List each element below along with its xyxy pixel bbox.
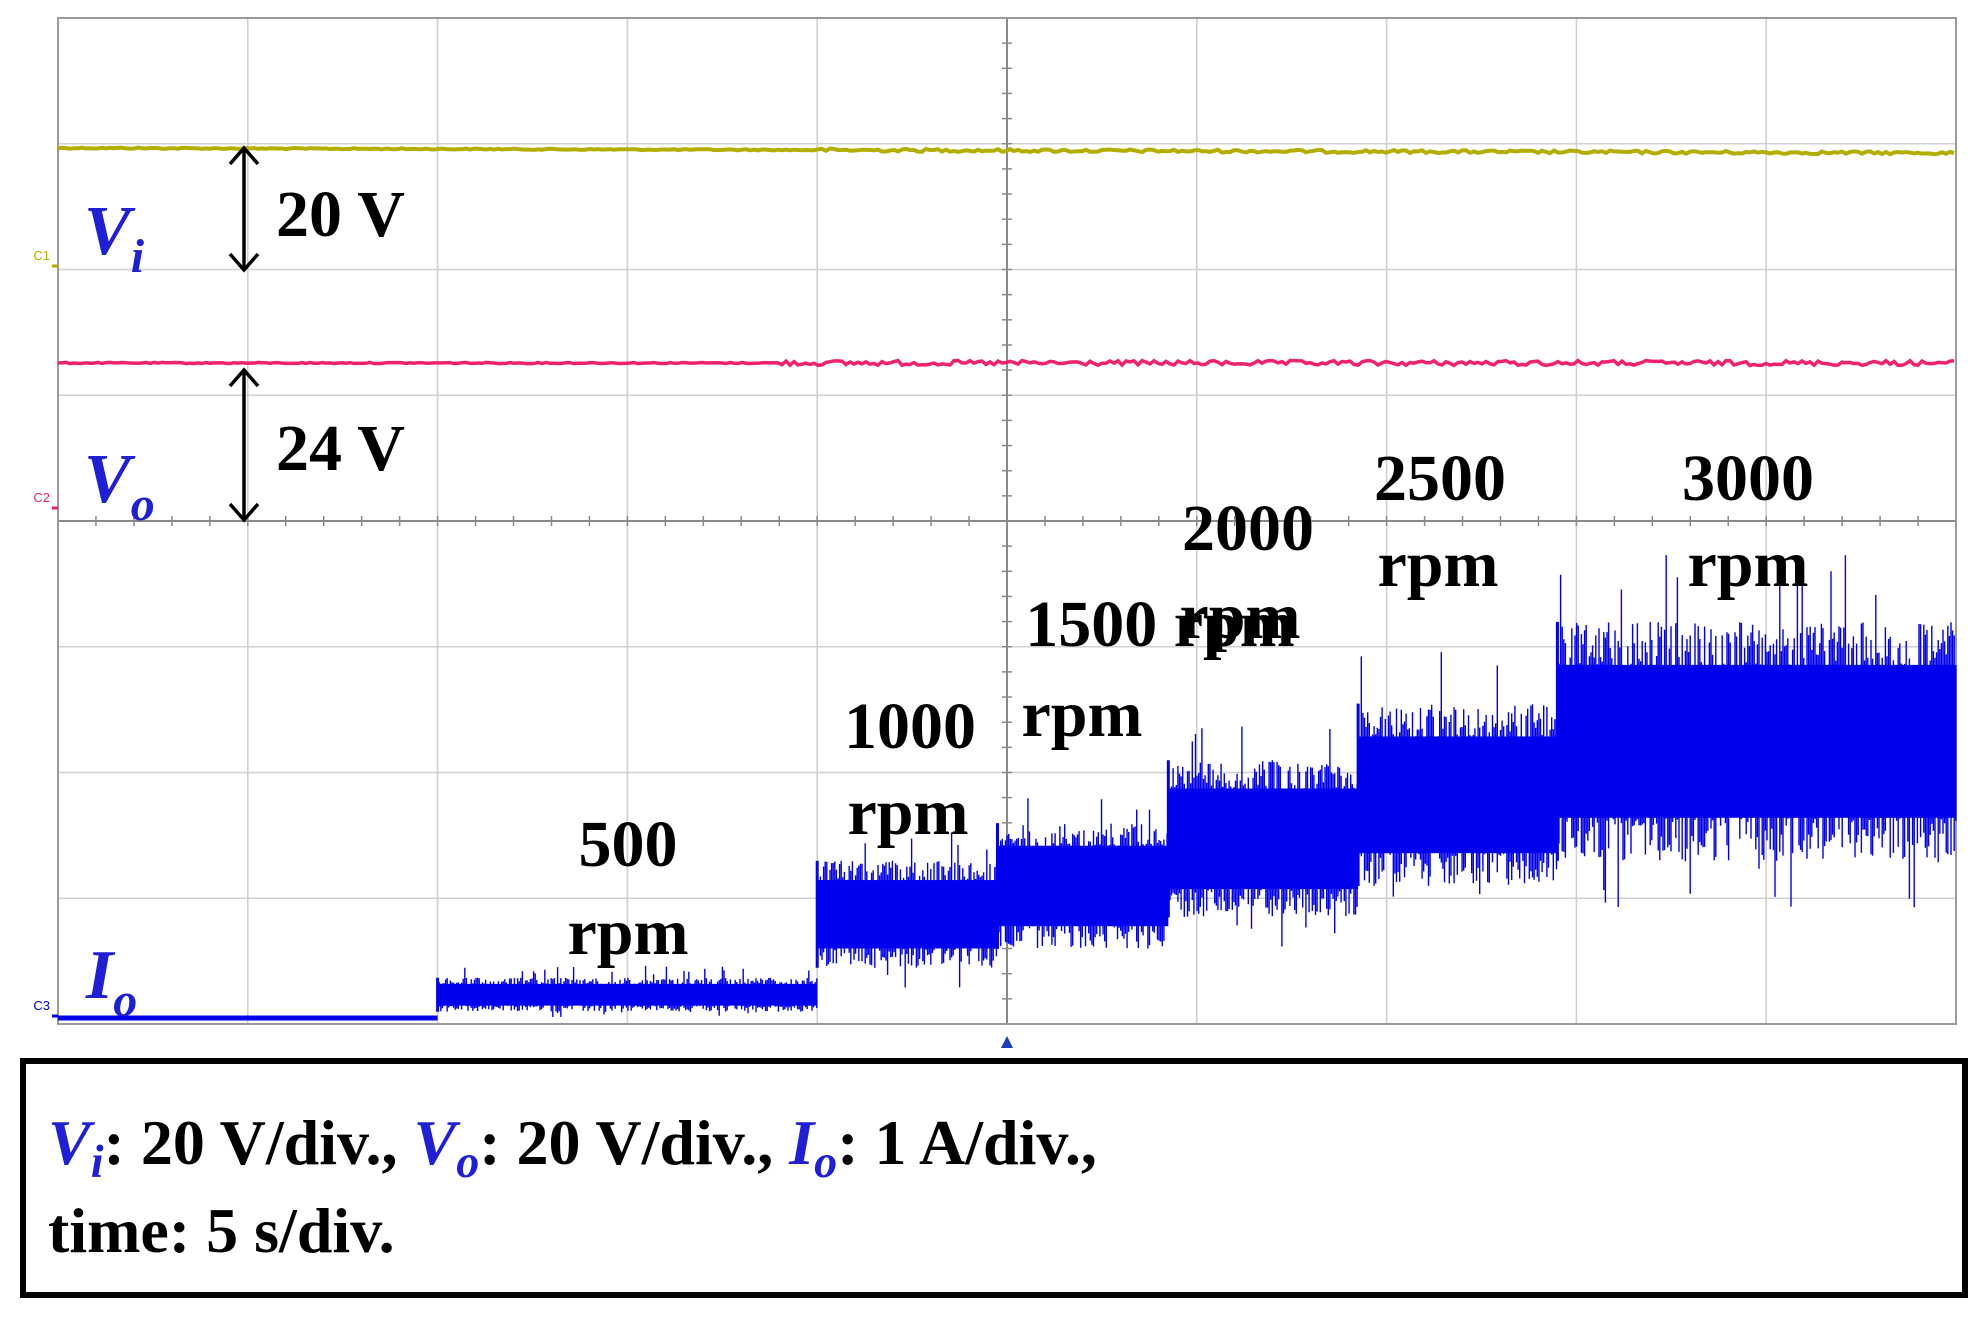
io-channel-label: Io: [85, 937, 137, 1027]
speed-label: rpm: [1022, 678, 1143, 751]
speed-label: rpm: [1688, 528, 1809, 601]
caption-vo-scale: 20 V/div.,: [516, 1107, 774, 1178]
io-channel-label-symbol: I: [85, 937, 116, 1014]
speed-label: 1000: [844, 690, 976, 763]
vi-channel-label: Vi: [84, 193, 145, 283]
vo-trace: [57, 358, 1955, 368]
speed-label: 500: [579, 808, 678, 881]
caption-line-2: time: 5 s/div.: [48, 1194, 395, 1268]
vi-amplitude-arrow-head-up: [228, 145, 260, 166]
trigger-marker: [1001, 1036, 1013, 1048]
speed-label: rpm: [1180, 580, 1301, 653]
caption-time-scale: 5 s/div.: [206, 1195, 395, 1266]
vo-channel-label-symbol: V: [84, 441, 136, 518]
speed-label: rpm: [848, 776, 969, 849]
vi-channel-label-subscript: i: [131, 230, 145, 283]
scale-caption-box: Vi: 20 V/div., Vo: 20 V/div., Io: 1 A/di…: [20, 1058, 1968, 1298]
vi-trace: [57, 145, 1955, 157]
vo-amplitude-arrow-head-down: [228, 502, 260, 523]
io-channel-label-subscript: o: [113, 974, 137, 1027]
vi-amplitude-label: 20 V: [276, 178, 405, 251]
vo-amplitude-arrow-head-up: [228, 367, 260, 388]
traces: [57, 145, 1957, 1021]
caption-line-1: Vi: 20 V/div., Vo: 20 V/div., Io: 1 A/di…: [48, 1107, 1097, 1187]
speed-label: 1500 rpm: [1025, 588, 1294, 661]
caption-io-symbol: Io: [789, 1107, 838, 1187]
vi-channel-label-symbol: V: [84, 193, 136, 270]
speed-label: rpm: [568, 896, 689, 969]
vo-amplitude-label: 24 V: [276, 412, 405, 485]
vo-channel-label-subscript: o: [131, 478, 155, 531]
amplitude-arrows: [228, 145, 260, 523]
channel-marker-c2: C2: [33, 490, 50, 505]
speed-label: 2500: [1374, 442, 1506, 515]
speed-label: 2000: [1182, 492, 1314, 565]
caption-vo-symbol: Vo: [413, 1107, 480, 1187]
channel-markers: C1 C2 C3: [33, 248, 58, 1018]
plot-frame: [57, 17, 1957, 1025]
caption-time-prefix: time:: [48, 1195, 191, 1266]
speed-label: rpm: [1378, 528, 1499, 601]
caption-vi-symbol: Vi: [48, 1107, 104, 1187]
grid: [57, 17, 1957, 1025]
vi-amplitude-arrow-head-down: [228, 252, 260, 273]
speed-label: 3000: [1682, 442, 1814, 515]
caption-io-scale: 1 A/div.,: [874, 1107, 1097, 1178]
vo-channel-label: Vo: [84, 441, 155, 531]
channel-marker-c3: C3: [33, 998, 50, 1013]
channel-marker-c1: C1: [33, 248, 50, 263]
caption-vi-scale: 20 V/div.,: [140, 1107, 398, 1178]
